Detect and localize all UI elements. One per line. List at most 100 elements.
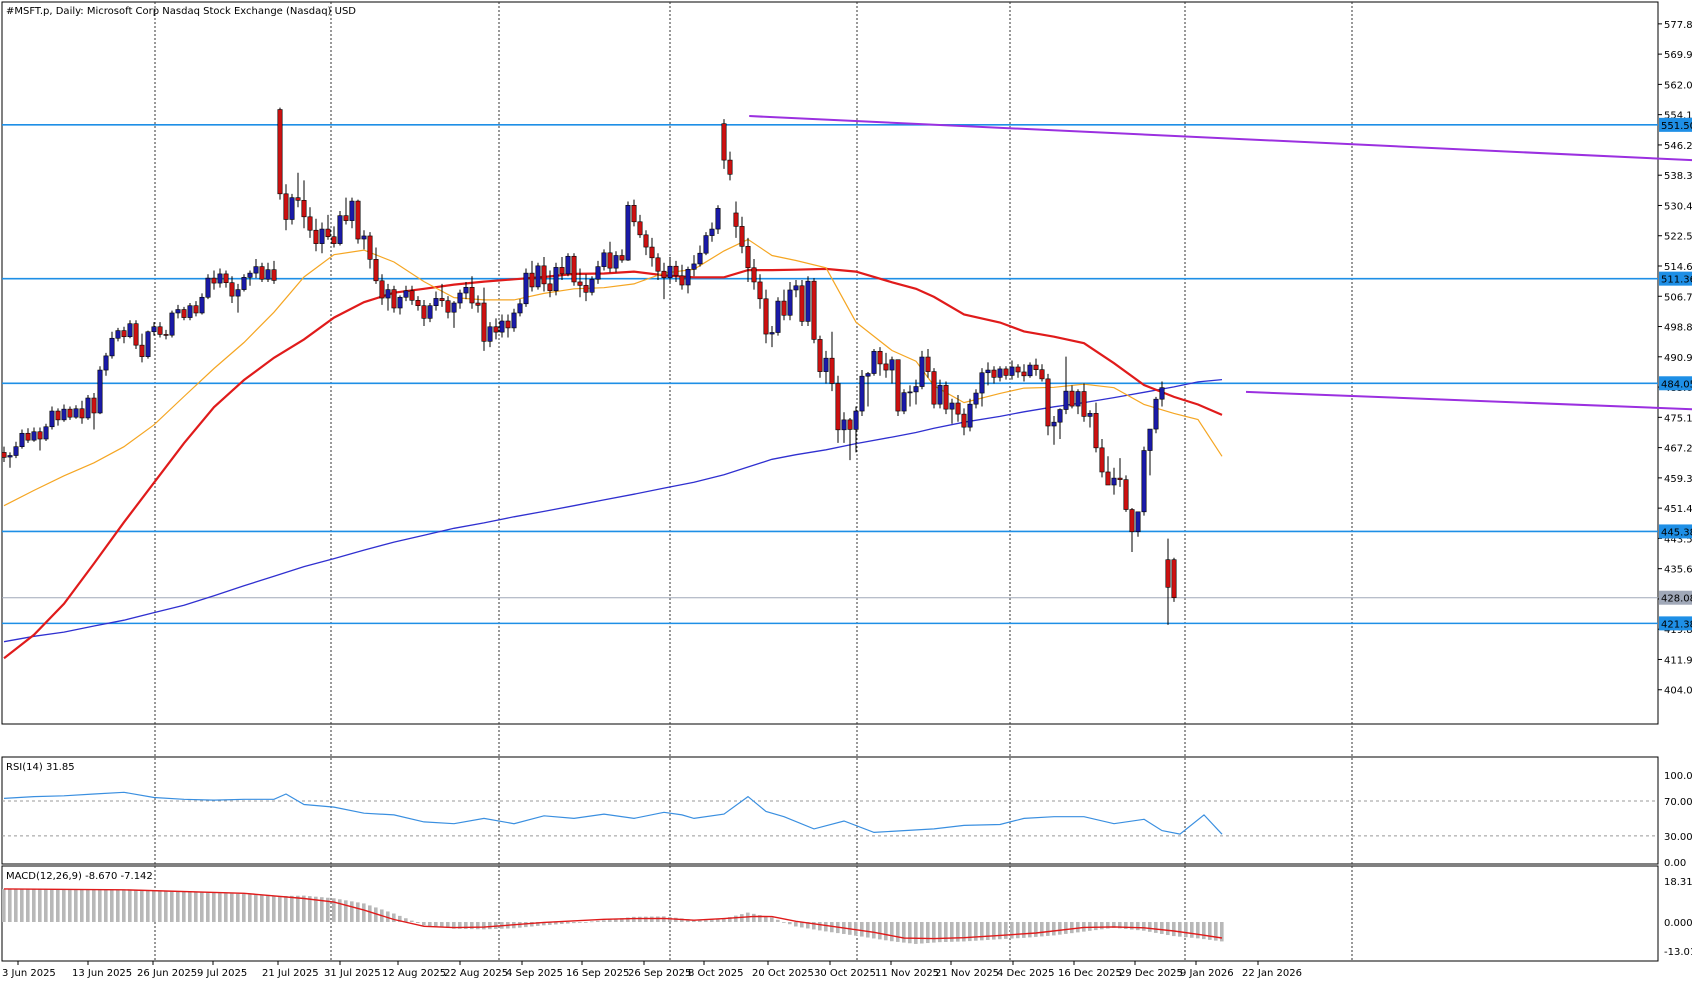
macd-histogram-bar (1190, 922, 1194, 938)
price-axis[interactable]: 577.86 569.96 562.06 554.16 546.26 538.36 530.… (1658, 20, 1692, 958)
time-tick-label: 8 Oct 2025 (688, 968, 743, 979)
candle-body (523, 272, 529, 305)
candle-body (1093, 413, 1099, 449)
price-tick-label: 490.96 (1664, 353, 1692, 364)
candle-body (1063, 390, 1069, 410)
candle-body (7, 455, 13, 458)
candle-body (301, 200, 307, 218)
candle-body (529, 272, 535, 288)
candle-body (409, 290, 415, 301)
candle-body (823, 357, 829, 372)
macd-histogram-bar (80, 889, 84, 922)
candle-body (19, 432, 25, 447)
macd-histogram-bar (416, 922, 420, 923)
candle-body (319, 228, 325, 244)
candle-body (127, 323, 133, 338)
macd-histogram-bar (266, 895, 270, 922)
price-level-tag-label: 551.50 (1661, 121, 1692, 132)
price-tick-label: 554.16 (1664, 111, 1692, 122)
macd-histogram-bar (128, 890, 132, 922)
macd-histogram-bar (1016, 922, 1020, 939)
rsi-pane[interactable] (1, 756, 1659, 865)
candle-body (289, 197, 295, 220)
time-tick-label: 21 Nov 2025 (935, 968, 999, 979)
macd-histogram-bar (14, 889, 18, 922)
macd-histogram-bar (224, 893, 228, 922)
price-level-tag-label: 511.36 (1661, 275, 1692, 286)
macd-histogram-bar (2, 888, 6, 922)
macd-histogram-bar (974, 922, 978, 941)
macd-histogram-bar (722, 918, 726, 922)
candle-body (463, 287, 469, 294)
macd-histogram-bar (314, 896, 318, 922)
macd-signal-line (3, 888, 1223, 940)
macd-histogram-bar (92, 889, 96, 922)
macd-histogram-bar (902, 922, 906, 943)
time-axis[interactable]: 3 Jun 2025 13 Jun 2025 26 Jun 2025 9 Jul 20… (2, 961, 1302, 979)
time-tick-label: 26 Jun 2025 (137, 968, 197, 979)
macd-histogram-bar (164, 891, 168, 922)
candle-body (1015, 366, 1021, 373)
sma-slow-line (3, 378, 1223, 643)
macd-tick-label: -13.014 (1664, 947, 1692, 958)
macd-histogram-bar (824, 922, 828, 932)
macd-histogram-bar (884, 922, 888, 941)
macd-histogram-bar (218, 893, 222, 922)
candle-body (1, 452, 7, 458)
candlesticks[interactable] (1, 107, 1177, 625)
candle-body (949, 402, 955, 410)
candle-body (661, 270, 667, 279)
time-tick-label: 22 Jan 2026 (1242, 968, 1302, 979)
time-tick-label: 16 Dec 2025 (1058, 968, 1122, 979)
candle-body (1039, 369, 1045, 380)
macd-histogram-bar (302, 895, 306, 922)
price-tick-label: 451.46 (1664, 504, 1692, 515)
macd-histogram-bar (1214, 922, 1218, 941)
macd-histogram-bar (890, 922, 894, 942)
price-tick-label: 467.26 (1664, 444, 1692, 455)
macd-histogram-bar (614, 918, 618, 922)
macd-histogram-bar (830, 922, 834, 933)
macd-histogram-bar (716, 918, 720, 922)
candle-body (931, 371, 937, 405)
macd-histogram-bar (1058, 922, 1062, 935)
candle-body (349, 200, 355, 221)
macd-histogram-bar (452, 922, 456, 929)
price-level-tag (1659, 117, 1692, 132)
macd-histogram-bar (800, 922, 804, 928)
macd-histogram-bar (422, 922, 426, 926)
macd-histogram-bar (1118, 922, 1122, 929)
time-tick-label: 4 Dec 2025 (997, 968, 1055, 979)
time-tick-label: 13 Jun 2025 (72, 968, 132, 979)
candle-body (367, 235, 373, 260)
candle-body (985, 369, 991, 374)
candle-body (733, 212, 739, 227)
macd-histogram-bar (1142, 922, 1146, 931)
candle-body (673, 265, 679, 277)
candle-body (1153, 398, 1159, 430)
macd-histogram-bar (650, 916, 654, 922)
macd-histogram-bar (470, 922, 474, 930)
time-tick-label: 21 Jul 2025 (262, 968, 319, 979)
candle-body (955, 402, 961, 415)
macd-histogram-bar (566, 922, 570, 924)
macd-histogram-bar (1148, 922, 1152, 932)
macd-histogram-bar (140, 890, 144, 922)
sma-mid-line (3, 267, 1223, 660)
candle-body (763, 298, 769, 335)
candle-body (871, 350, 877, 374)
candle-body (121, 330, 127, 338)
candle-body (499, 320, 505, 333)
candle-body (811, 280, 817, 340)
candle-body (637, 221, 643, 236)
macd-histogram-bar (710, 919, 714, 922)
candle-body (583, 285, 589, 293)
candle-body (133, 323, 139, 346)
rsi-label: RSI(14) 31.85 (6, 762, 75, 773)
macd-histogram-bar (1076, 922, 1080, 933)
candle-body (73, 408, 79, 418)
candle-body (625, 205, 631, 261)
candle-body (1129, 509, 1135, 533)
candle-body (691, 263, 697, 270)
